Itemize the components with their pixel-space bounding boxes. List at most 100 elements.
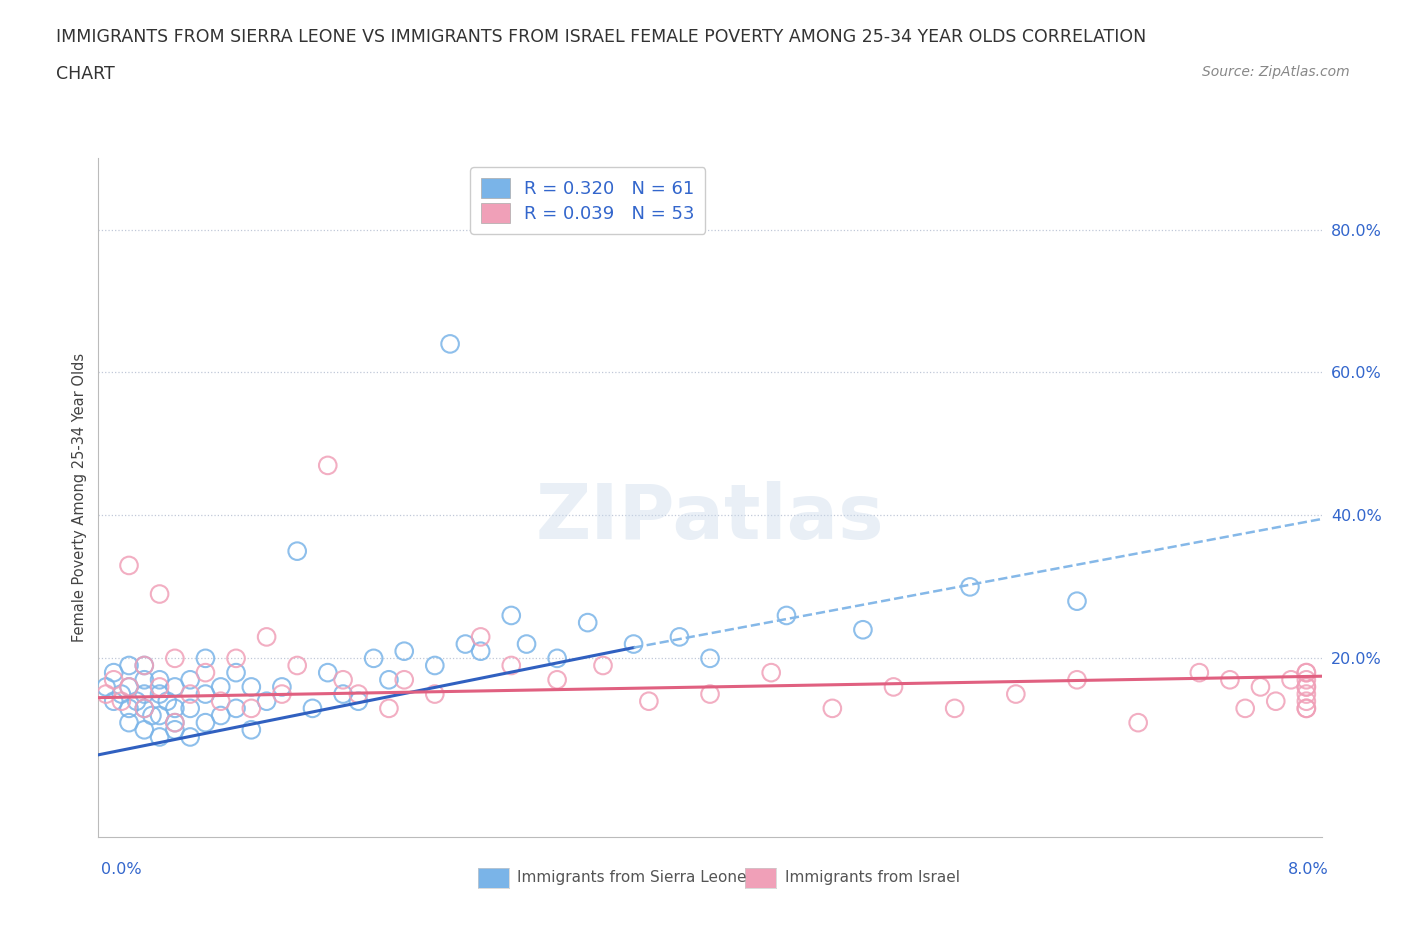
Point — [470, 644, 492, 658]
Point — [378, 701, 401, 716]
Point — [225, 651, 247, 666]
Point — [775, 608, 797, 623]
Point — [699, 686, 721, 701]
Point — [110, 694, 132, 709]
Point — [285, 544, 308, 559]
Point — [103, 665, 125, 680]
Point — [959, 579, 981, 594]
Point — [118, 680, 141, 695]
Text: Source: ZipAtlas.com: Source: ZipAtlas.com — [1202, 65, 1350, 79]
Text: Immigrants from Sierra Leone: Immigrants from Sierra Leone — [517, 870, 747, 885]
Point — [347, 686, 370, 701]
Point — [516, 637, 538, 652]
Point — [285, 658, 308, 673]
Point — [1295, 672, 1317, 687]
Point — [546, 651, 568, 666]
Point — [1295, 701, 1317, 716]
Legend: R = 0.320   N = 61, R = 0.039   N = 53: R = 0.320 N = 61, R = 0.039 N = 53 — [470, 167, 706, 234]
Point — [363, 651, 385, 666]
Point — [125, 694, 148, 709]
Point — [623, 637, 645, 652]
Text: ZIPatlas: ZIPatlas — [536, 481, 884, 555]
Point — [699, 651, 721, 666]
Point — [943, 701, 966, 716]
Point — [759, 665, 782, 680]
Point — [439, 337, 461, 352]
Point — [576, 615, 599, 630]
Point — [225, 701, 247, 716]
Point — [149, 672, 172, 687]
Point — [134, 658, 156, 673]
Point — [149, 729, 172, 744]
Text: Immigrants from Israel: Immigrants from Israel — [785, 870, 959, 885]
Point — [179, 686, 201, 701]
Point — [209, 680, 232, 695]
Point — [194, 651, 217, 666]
Point — [668, 630, 690, 644]
Point — [163, 715, 186, 730]
Point — [118, 658, 141, 673]
Point — [94, 686, 117, 701]
Point — [1279, 672, 1302, 687]
Point — [149, 587, 172, 602]
Point — [94, 680, 117, 695]
Point — [1234, 701, 1257, 716]
Point — [179, 729, 201, 744]
Point — [256, 630, 278, 644]
Point — [270, 686, 294, 701]
Point — [821, 701, 844, 716]
Point — [256, 694, 278, 709]
Point — [163, 715, 186, 730]
Point — [179, 701, 201, 716]
Point — [592, 658, 614, 673]
Point — [1295, 665, 1317, 680]
Point — [103, 672, 125, 687]
Point — [392, 644, 416, 658]
Text: 0.0%: 0.0% — [101, 862, 142, 877]
Point — [454, 637, 477, 652]
Point — [332, 672, 354, 687]
Point — [378, 672, 401, 687]
Point — [110, 686, 132, 701]
Point — [501, 658, 523, 673]
Point — [134, 658, 156, 673]
Point — [1295, 665, 1317, 680]
Point — [149, 708, 172, 723]
Point — [1249, 680, 1271, 695]
Point — [470, 630, 492, 644]
Point — [149, 686, 172, 701]
Point — [1295, 686, 1317, 701]
Point — [163, 651, 186, 666]
Point — [194, 715, 217, 730]
Point — [134, 723, 156, 737]
Point — [103, 694, 125, 709]
Text: IMMIGRANTS FROM SIERRA LEONE VS IMMIGRANTS FROM ISRAEL FEMALE POVERTY AMONG 25-3: IMMIGRANTS FROM SIERRA LEONE VS IMMIGRAN… — [56, 28, 1146, 46]
Point — [1004, 686, 1026, 701]
Point — [194, 686, 217, 701]
Point — [332, 686, 354, 701]
Point — [163, 723, 186, 737]
Y-axis label: Female Poverty Among 25-34 Year Olds: Female Poverty Among 25-34 Year Olds — [72, 353, 87, 642]
Point — [179, 672, 201, 687]
Point — [240, 723, 263, 737]
Point — [240, 701, 263, 716]
Text: 8.0%: 8.0% — [1288, 862, 1329, 877]
Point — [883, 680, 905, 695]
Point — [316, 665, 339, 680]
Point — [301, 701, 323, 716]
Point — [156, 694, 179, 709]
Point — [1066, 672, 1088, 687]
Point — [1295, 694, 1317, 709]
Point — [852, 622, 875, 637]
Point — [209, 694, 232, 709]
Point — [1295, 680, 1317, 695]
Point — [209, 708, 232, 723]
Point — [1264, 694, 1286, 709]
Point — [134, 701, 156, 716]
Point — [546, 672, 568, 687]
Point — [347, 694, 370, 709]
Point — [225, 665, 247, 680]
Point — [134, 686, 156, 701]
Point — [118, 558, 141, 573]
Point — [134, 701, 156, 716]
